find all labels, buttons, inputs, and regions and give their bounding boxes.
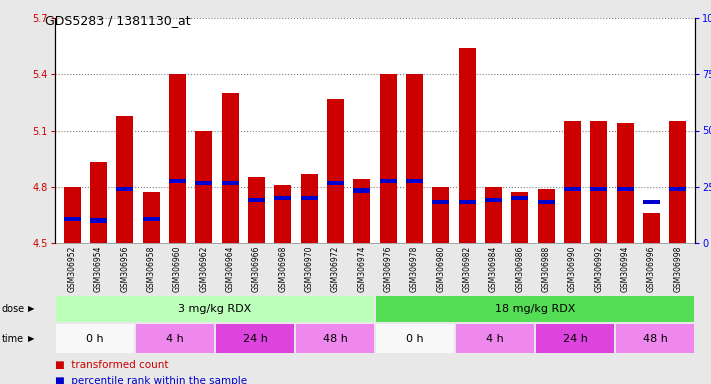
- Text: ■  percentile rank within the sample: ■ percentile rank within the sample: [55, 376, 247, 384]
- Bar: [143, 192, 160, 243]
- Text: GSM306970: GSM306970: [304, 246, 314, 292]
- Bar: [376, 324, 454, 353]
- Bar: [643, 213, 660, 243]
- Bar: [196, 131, 213, 243]
- Text: GSM306994: GSM306994: [621, 246, 630, 292]
- Text: GSM306954: GSM306954: [94, 246, 103, 292]
- Text: 48 h: 48 h: [323, 333, 348, 344]
- Text: GSM306988: GSM306988: [542, 246, 551, 292]
- Bar: [406, 74, 423, 243]
- Text: GSM306966: GSM306966: [252, 246, 261, 292]
- Bar: [296, 324, 374, 353]
- Text: 18 mg/kg RDX: 18 mg/kg RDX: [495, 304, 575, 314]
- Bar: [196, 181, 213, 185]
- Bar: [643, 200, 660, 204]
- Bar: [301, 174, 318, 243]
- Text: 24 h: 24 h: [562, 333, 587, 344]
- Text: GSM306972: GSM306972: [331, 246, 340, 292]
- Bar: [616, 187, 634, 190]
- Bar: [222, 93, 239, 243]
- Text: GDS5283 / 1381130_at: GDS5283 / 1381130_at: [45, 14, 191, 27]
- Bar: [327, 99, 344, 243]
- Bar: [353, 189, 370, 192]
- Bar: [327, 181, 344, 185]
- Bar: [669, 187, 686, 190]
- Bar: [616, 324, 694, 353]
- Bar: [459, 48, 476, 243]
- Bar: [590, 187, 607, 190]
- Bar: [169, 74, 186, 243]
- Bar: [222, 181, 239, 185]
- Text: GSM306962: GSM306962: [199, 246, 208, 292]
- Text: time: time: [2, 333, 24, 344]
- Bar: [216, 324, 294, 353]
- Text: GSM306978: GSM306978: [410, 246, 419, 292]
- Text: GSM306990: GSM306990: [568, 246, 577, 292]
- Bar: [353, 179, 370, 243]
- Bar: [136, 324, 214, 353]
- Bar: [63, 217, 80, 221]
- Bar: [538, 200, 555, 204]
- Text: GSM306984: GSM306984: [489, 246, 498, 292]
- Bar: [616, 123, 634, 243]
- Bar: [380, 74, 397, 243]
- Bar: [116, 116, 134, 243]
- Text: ■  transformed count: ■ transformed count: [55, 360, 169, 370]
- Text: 4 h: 4 h: [166, 333, 184, 344]
- Text: GSM306996: GSM306996: [647, 246, 656, 292]
- Bar: [248, 177, 265, 243]
- Bar: [63, 187, 80, 243]
- Bar: [274, 185, 292, 243]
- Bar: [116, 187, 134, 190]
- Bar: [538, 189, 555, 243]
- Bar: [432, 200, 449, 204]
- Bar: [511, 192, 528, 243]
- Bar: [564, 187, 581, 190]
- Bar: [380, 179, 397, 183]
- Bar: [90, 218, 107, 222]
- Bar: [432, 187, 449, 243]
- Bar: [485, 187, 502, 243]
- Bar: [301, 196, 318, 200]
- Bar: [406, 179, 423, 183]
- Text: GSM306964: GSM306964: [225, 246, 235, 292]
- Bar: [90, 162, 107, 243]
- Bar: [564, 121, 581, 243]
- Text: 0 h: 0 h: [86, 333, 104, 344]
- Text: GSM306952: GSM306952: [68, 246, 77, 292]
- Bar: [459, 200, 476, 204]
- Bar: [274, 196, 292, 200]
- Bar: [511, 196, 528, 200]
- Text: ▶: ▶: [28, 334, 35, 343]
- Text: GSM306958: GSM306958: [146, 246, 156, 292]
- Text: 4 h: 4 h: [486, 333, 504, 344]
- Text: 24 h: 24 h: [242, 333, 267, 344]
- Text: GSM306976: GSM306976: [384, 246, 392, 292]
- Text: GSM306998: GSM306998: [673, 246, 683, 292]
- Text: GSM306968: GSM306968: [278, 246, 287, 292]
- Text: dose: dose: [2, 304, 25, 314]
- Text: 48 h: 48 h: [643, 333, 668, 344]
- Text: 0 h: 0 h: [406, 333, 424, 344]
- Bar: [590, 121, 607, 243]
- Bar: [536, 324, 614, 353]
- Bar: [456, 324, 534, 353]
- Text: GSM306986: GSM306986: [515, 246, 524, 292]
- Text: GSM306956: GSM306956: [120, 246, 129, 292]
- Bar: [55, 324, 134, 353]
- Text: 3 mg/kg RDX: 3 mg/kg RDX: [178, 304, 252, 314]
- Text: ▶: ▶: [28, 305, 35, 313]
- Text: GSM306982: GSM306982: [463, 246, 471, 292]
- Bar: [55, 296, 374, 322]
- Bar: [143, 217, 160, 221]
- Bar: [169, 179, 186, 183]
- Bar: [248, 198, 265, 202]
- Text: GSM306980: GSM306980: [437, 246, 445, 292]
- Text: GSM306974: GSM306974: [358, 246, 366, 292]
- Text: GSM306992: GSM306992: [594, 246, 604, 292]
- Bar: [669, 121, 686, 243]
- Text: GSM306960: GSM306960: [173, 246, 182, 292]
- Bar: [376, 296, 694, 322]
- Bar: [485, 198, 502, 202]
